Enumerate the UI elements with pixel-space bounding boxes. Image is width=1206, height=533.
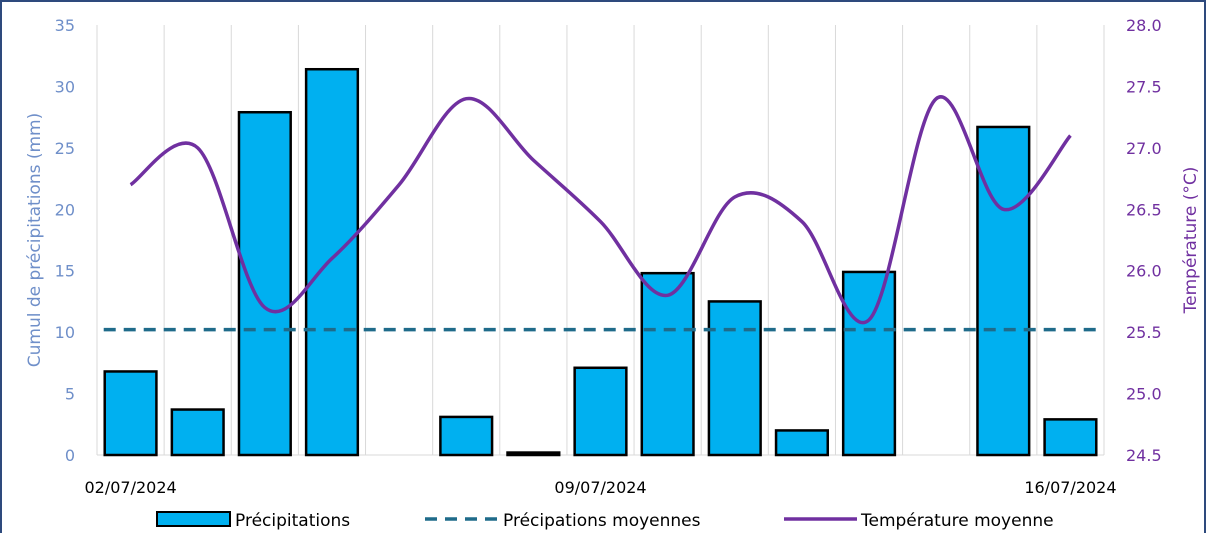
precipitation-bar	[439, 415, 494, 457]
y2-tick-label: 26.5	[1126, 200, 1162, 219]
x-tick-label: 16/07/2024	[1024, 478, 1116, 497]
precipitation-bar	[707, 300, 762, 457]
y-tick-label: 0	[65, 446, 75, 465]
axes-layer: 0 5 10 15 20 25 30 35 24.5 25.0 25.5 26.0 26.5 27.0 27…	[55, 16, 1162, 497]
y-tick-label: 15	[55, 262, 75, 281]
temperature-line	[129, 95, 1072, 325]
precipitation-bar	[170, 408, 225, 457]
legend-swatch-precipitations	[156, 511, 231, 527]
x-tick-label: 09/07/2024	[554, 478, 646, 497]
y2-tick-label: 27.5	[1126, 77, 1162, 96]
precipitation-bar	[573, 366, 628, 457]
precipitation-bar	[1043, 418, 1098, 457]
lines-layer	[103, 95, 1098, 332]
precipitation-bar	[640, 271, 695, 457]
y2-axis-label: Température (°C)	[1181, 167, 1201, 315]
x-tick-label: 02/07/2024	[84, 478, 176, 497]
y2-tick-label: 25.5	[1126, 323, 1162, 342]
y-tick-label: 30	[55, 77, 75, 96]
precipitation-bar	[237, 110, 292, 457]
y-tick-label: 5	[65, 385, 75, 404]
y2-tick-label: 28.0	[1126, 16, 1162, 35]
precipitation-bar	[304, 67, 360, 457]
y2-tick-label: 26.0	[1126, 262, 1162, 281]
legend-label-precipitations: Précipitations	[235, 511, 350, 531]
precipitation-bar	[506, 451, 561, 457]
y-tick-label: 25	[55, 139, 75, 158]
y2-tick-label: 27.0	[1126, 139, 1162, 158]
legend-label-temperature: Température moyenne	[860, 511, 1054, 531]
legend-label-average: Précipations moyennes	[503, 511, 701, 531]
y2-tick-label: 25.0	[1126, 385, 1162, 404]
bars-layer	[103, 67, 1098, 457]
legend: Précipitations Précipations moyennes Tem…	[156, 511, 1054, 531]
y2-tick-label: 24.5	[1126, 446, 1162, 465]
precipitation-bar	[103, 370, 158, 457]
precipitation-bar	[774, 429, 829, 457]
precipitation-bar	[841, 270, 897, 457]
y-tick-label: 35	[55, 16, 75, 35]
y-tick-label: 20	[55, 200, 75, 219]
y-axis-label: Cumul de précipitations (mm)	[25, 113, 45, 368]
y-tick-label: 10	[55, 323, 75, 342]
precipitation-bar	[976, 125, 1031, 457]
